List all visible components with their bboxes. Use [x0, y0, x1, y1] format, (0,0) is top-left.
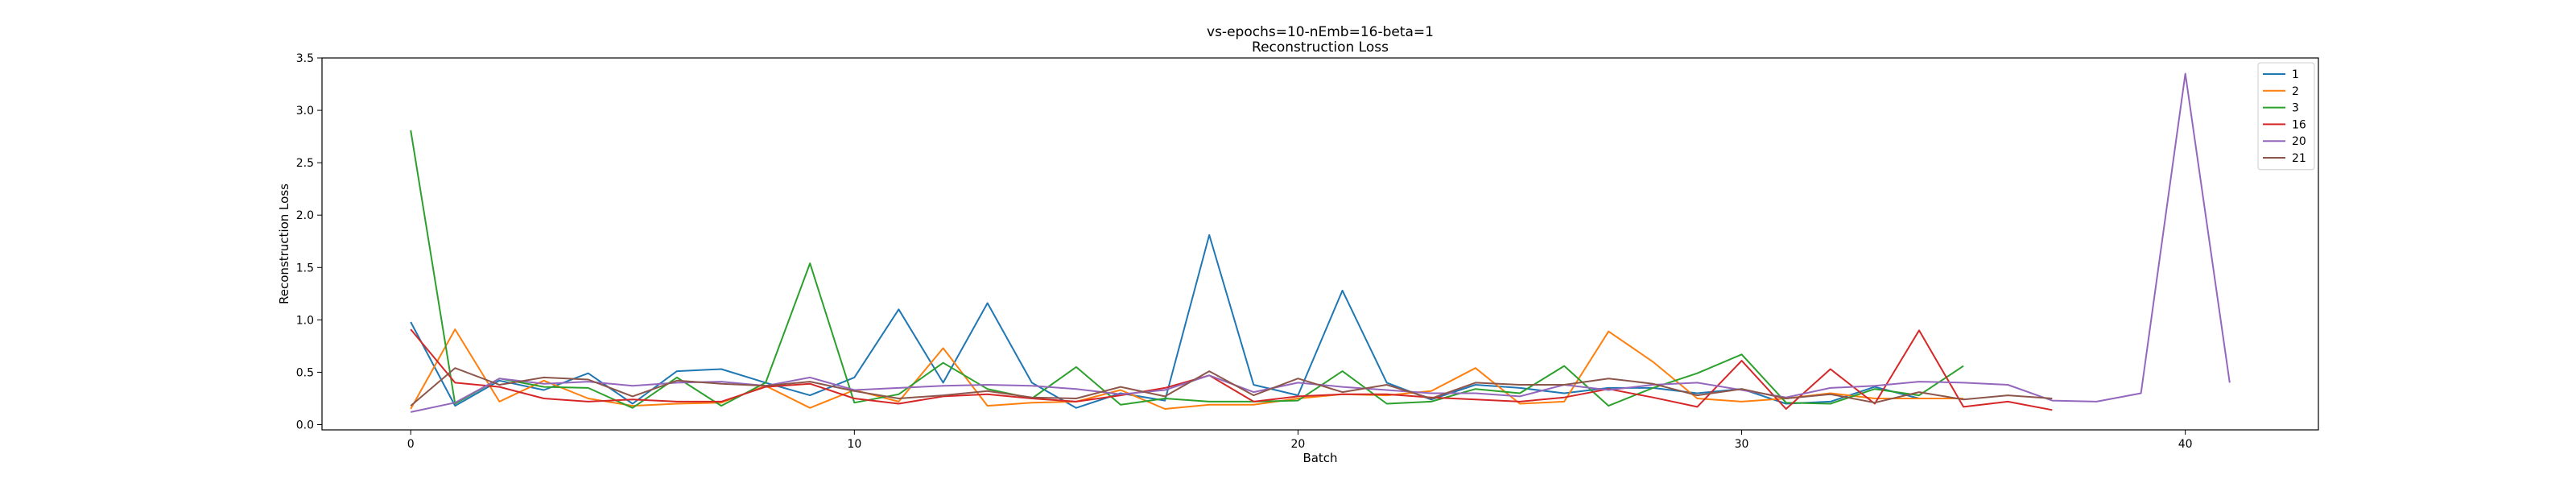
y-tick-label: 2.0 [296, 209, 314, 222]
x-axis-label: Batch [1302, 451, 1337, 465]
series-line-16 [410, 328, 2053, 411]
legend-label-20: 20 [2292, 135, 2306, 148]
legend-label-16: 16 [2292, 118, 2306, 131]
y-tick-label: 3.5 [296, 52, 314, 65]
y-tick-label: 3.0 [296, 105, 314, 118]
series-line-1 [410, 233, 1920, 409]
legend-label-21: 21 [2292, 152, 2306, 165]
series-line-20 [410, 72, 2231, 413]
series-line-2 [410, 328, 1964, 410]
y-tick-label: 0.5 [296, 366, 314, 379]
x-tick-label: 10 [847, 438, 861, 451]
plot-area-frame [321, 57, 2319, 431]
chart-title: vs-epochs=10-nEmb=16-beta=1 [1207, 24, 1434, 40]
x-tick-label: 20 [1291, 438, 1306, 451]
series-lines [410, 72, 2231, 413]
legend-label-2: 2 [2292, 85, 2299, 98]
x-tick-label: 0 [407, 438, 415, 451]
y-tick-label: 1.5 [296, 262, 314, 275]
chart-subtitle: Reconstruction Loss [1252, 39, 1389, 56]
legend-frame [2257, 62, 2315, 171]
legend-label-1: 1 [2292, 68, 2299, 81]
legend: 1 2 3 16 20 21 [2257, 62, 2315, 171]
y-tick-label: 0.0 [296, 419, 314, 431]
axis-ticks: 0 10 20 30 40 0.0 0.5 1.0 1.5 2.0 2.5 3.0 3.5 [296, 52, 2193, 451]
x-tick-label: 30 [1735, 438, 1749, 451]
series-line-21 [410, 367, 2053, 407]
x-tick-label: 40 [2178, 438, 2193, 451]
legend-label-3: 3 [2292, 102, 2299, 115]
series-line-3 [410, 130, 1964, 409]
y-axis-label: Reconstruction Loss [277, 184, 291, 304]
y-tick-label: 2.5 [296, 157, 314, 170]
y-tick-label: 1.0 [296, 314, 314, 327]
